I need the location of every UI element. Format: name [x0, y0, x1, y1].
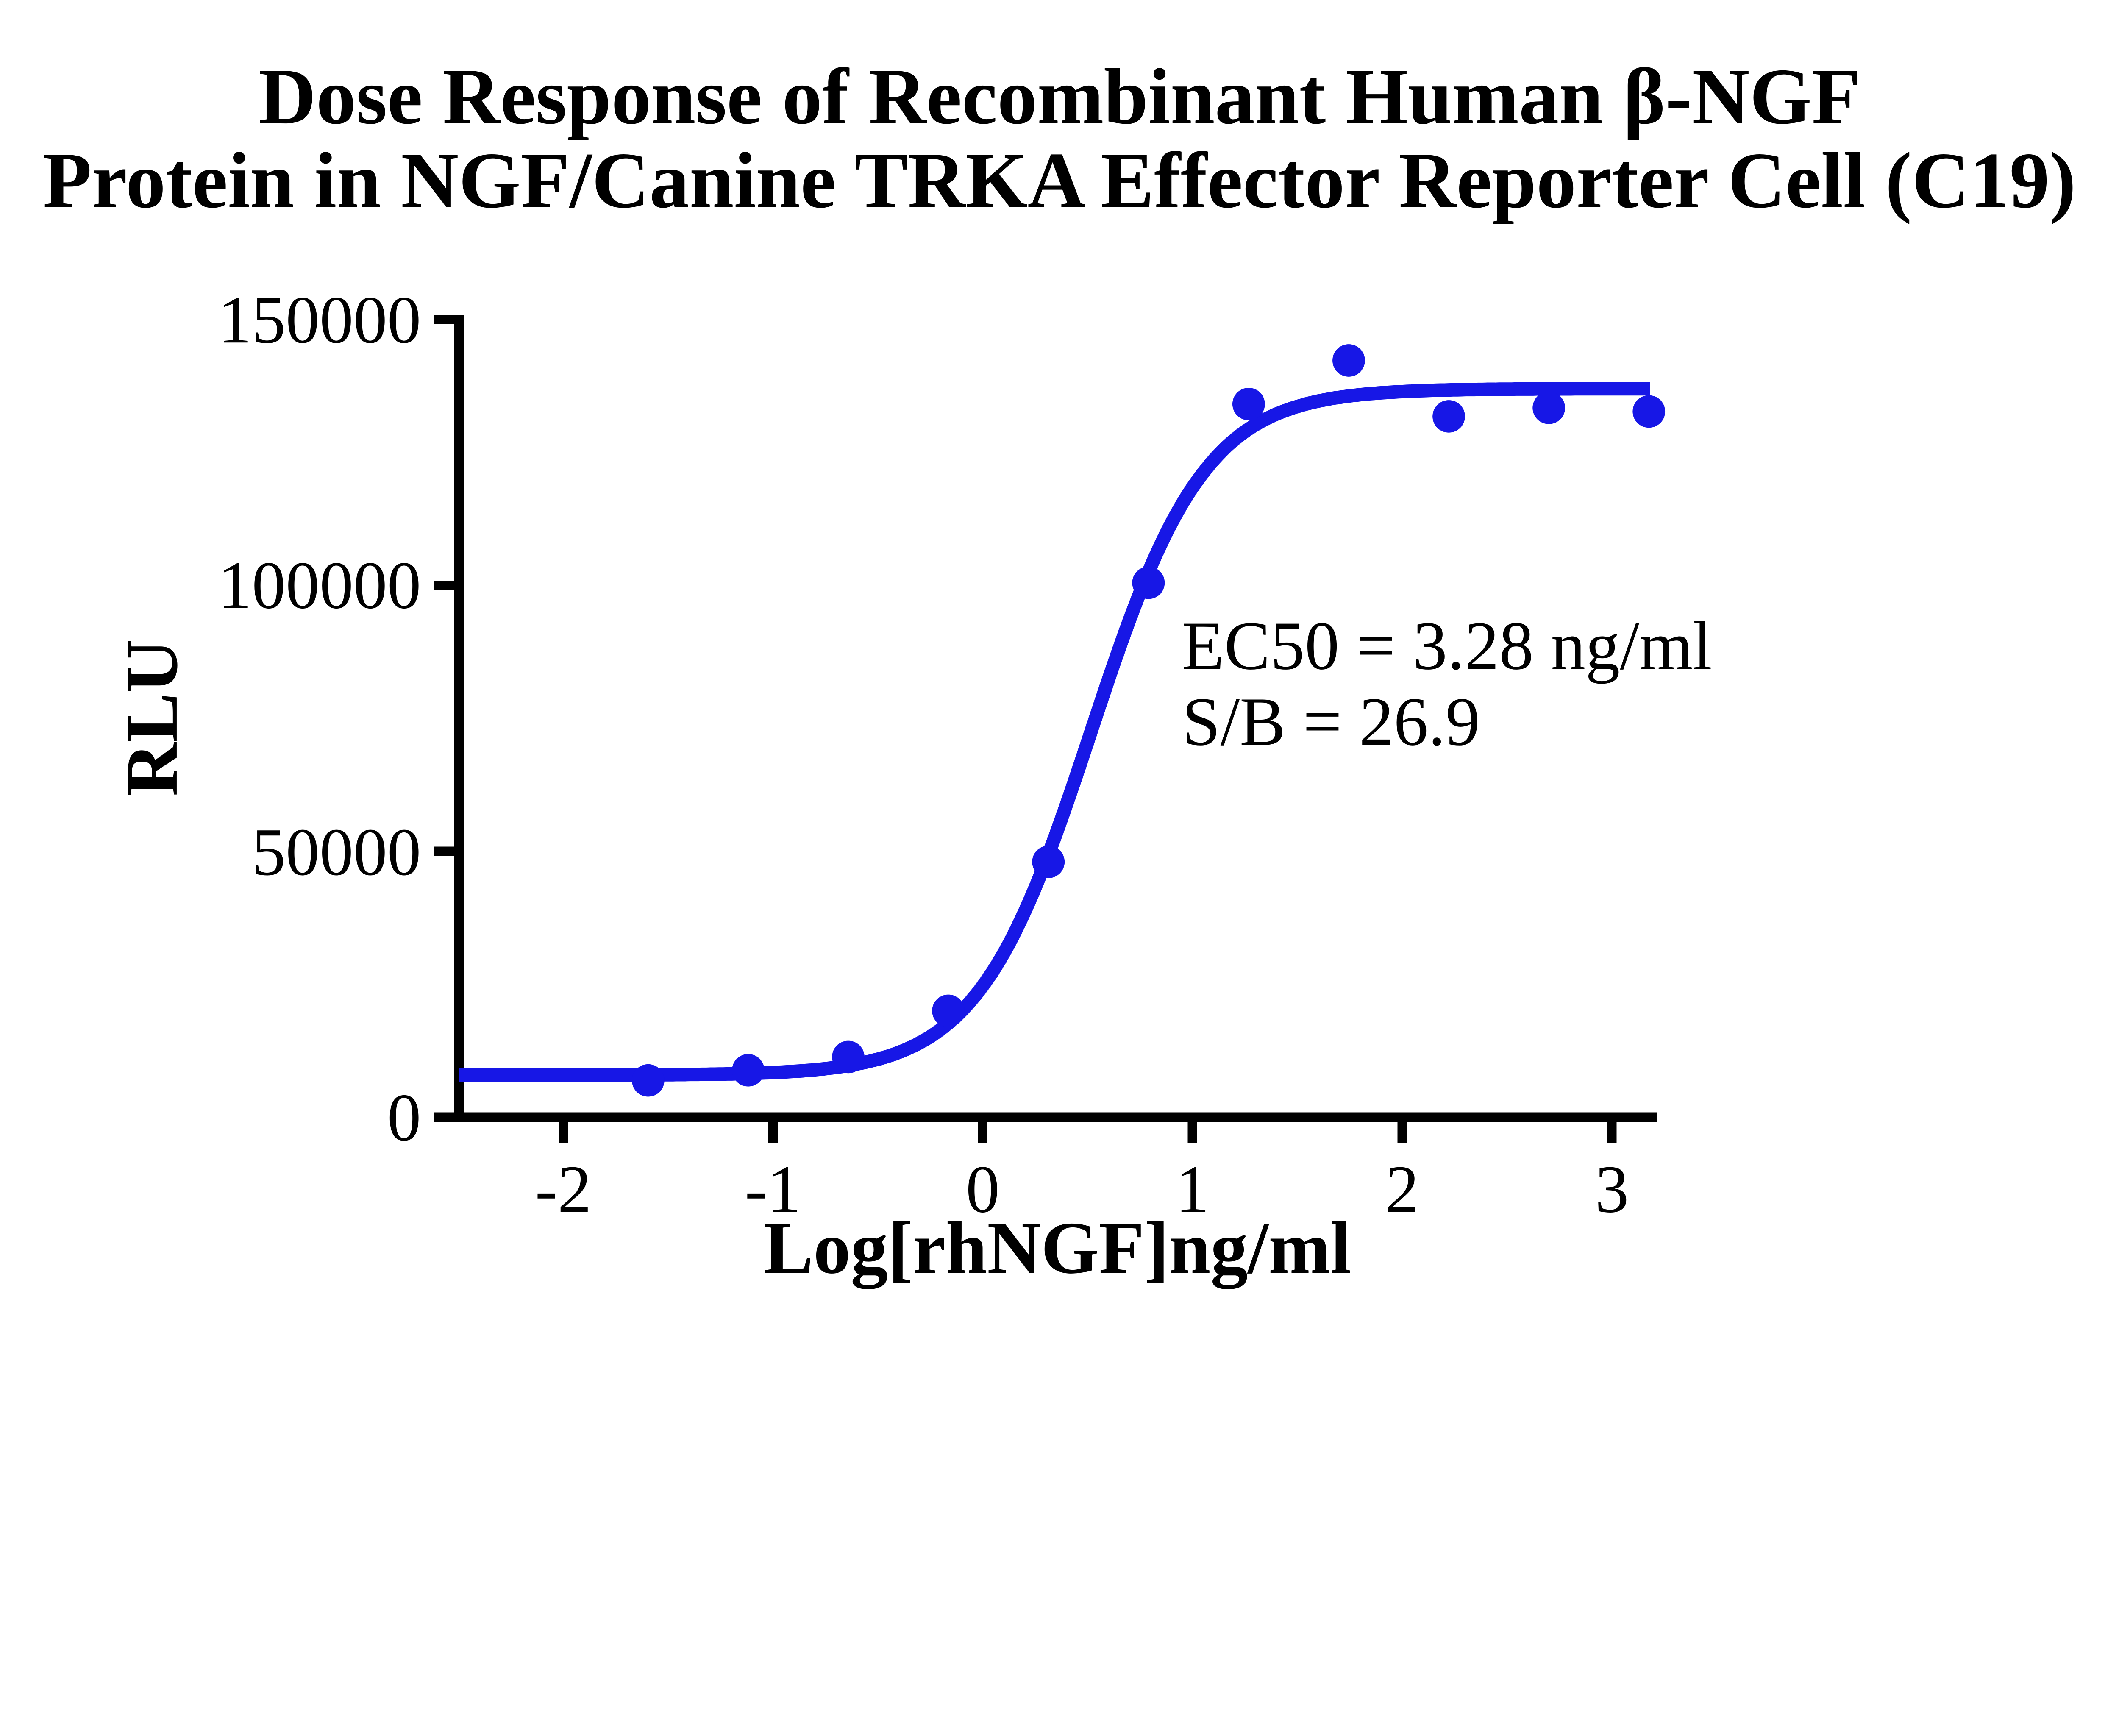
x-tick-label: -2 — [535, 1151, 592, 1227]
y-tick-label: 100000 — [218, 547, 421, 623]
fit-annotation: EC50 = 3.28 ng/ml S/B = 26.9 — [1182, 609, 1712, 761]
x-tick-label: -1 — [745, 1151, 801, 1227]
x-axis-title: Log[rhNGF]ng/ml — [764, 1206, 1351, 1289]
data-point-marker — [932, 994, 965, 1027]
y-axis-title: RLU — [110, 639, 193, 796]
ec50-annotation: EC50 = 3.28 ng/ml — [1182, 609, 1712, 685]
signal-background-annotation: S/B = 26.9 — [1182, 685, 1480, 761]
dose-response-figure: Dose Response of Recombinant Human β-NGF… — [0, 54, 2119, 1289]
data-point-marker — [732, 1054, 765, 1087]
data-point-marker — [1632, 395, 1666, 428]
data-point-marker — [1532, 391, 1565, 424]
data-point-marker — [1232, 388, 1265, 420]
data-point-marker — [1032, 846, 1065, 878]
data-point-marker — [832, 1040, 865, 1074]
chart-canvas — [434, 314, 1666, 1144]
y-tick-label: 150000 — [218, 281, 421, 358]
x-tick-label: 3 — [1595, 1151, 1629, 1227]
data-point-marker — [632, 1064, 665, 1097]
chart-title-line2: Protein in NGF/Canine TRKA Effector Repo… — [43, 135, 2076, 225]
y-tick-label: 0 — [387, 1079, 421, 1155]
chart-title: Dose Response of Recombinant Human β-NGF… — [0, 54, 2119, 222]
x-tick-label: 2 — [1385, 1151, 1419, 1227]
data-point-marker — [1432, 400, 1465, 433]
y-tick-label: 50000 — [252, 813, 421, 889]
x-tick-label: 1 — [1175, 1151, 1210, 1227]
data-point-marker — [1332, 344, 1365, 377]
chart-title-line1: Dose Response of Recombinant Human β-NGF — [258, 51, 1861, 141]
data-point-marker — [1132, 566, 1165, 599]
x-tick-label: 0 — [965, 1151, 1000, 1227]
